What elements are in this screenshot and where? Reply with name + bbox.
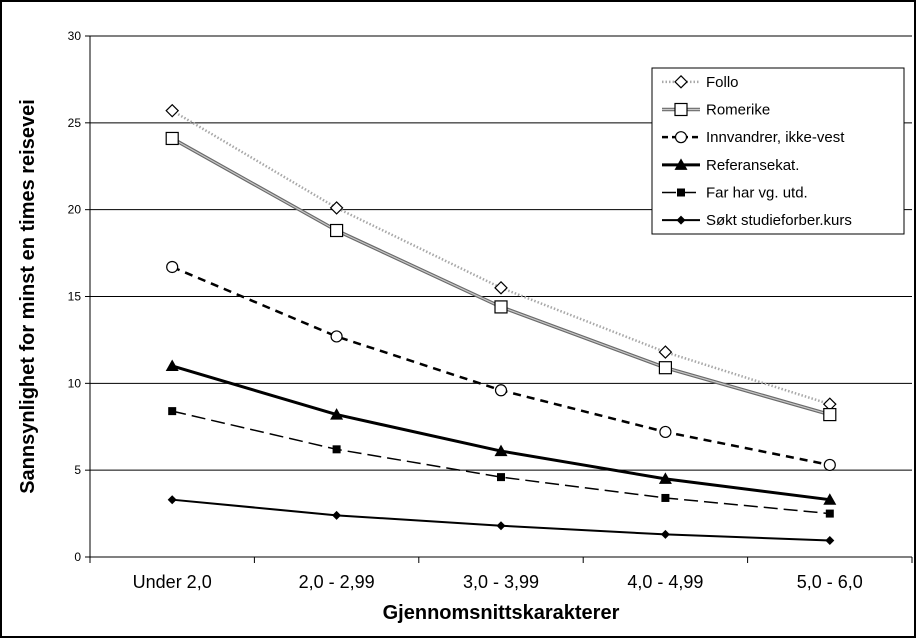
- x-tick-label: Under 2,0: [133, 572, 212, 592]
- series-4: [166, 359, 837, 504]
- x-tick-label: 4,0 - 4,99: [627, 572, 703, 592]
- legend-label: Innvandrer, ikke-vest: [706, 129, 845, 146]
- data-point: [661, 530, 670, 539]
- data-point: [333, 445, 341, 453]
- data-point: [331, 202, 343, 214]
- data-point: [496, 385, 507, 396]
- y-tick-label: 25: [68, 116, 82, 130]
- data-point: [661, 494, 669, 502]
- line-chart: 0 5 10 15 20 25 30 Under 2,0 2,0 - 2,99 3,0 - 3,9…: [2, 2, 914, 636]
- data-point: [824, 409, 836, 421]
- y-tick-label: 15: [68, 290, 82, 304]
- series-line: [172, 500, 830, 541]
- data-point: [168, 495, 177, 504]
- data-point: [166, 132, 178, 144]
- data-point: [826, 510, 834, 518]
- data-point: [659, 346, 671, 358]
- x-tick-label: 2,0 - 2,99: [299, 572, 375, 592]
- legend-box: [652, 68, 904, 234]
- series-line: [172, 411, 830, 513]
- x-tick-label: 3,0 - 3,99: [463, 572, 539, 592]
- data-point: [168, 407, 176, 415]
- series-5: [168, 407, 834, 517]
- data-point: [332, 511, 341, 520]
- y-tick-label: 30: [68, 29, 82, 43]
- data-point: [497, 473, 505, 481]
- data-point: [824, 459, 835, 470]
- legend-label: Follo: [706, 74, 739, 91]
- y-tick-label: 0: [74, 550, 81, 564]
- data-point: [495, 301, 507, 313]
- series-6: [168, 495, 835, 545]
- data-point: [166, 105, 178, 117]
- x-tick-label: 5,0 - 6,0: [797, 572, 863, 592]
- legend-label: Romerike: [706, 102, 770, 119]
- data-point: [331, 331, 342, 342]
- legend-label: Referansekat.: [706, 157, 799, 174]
- data-point: [659, 362, 671, 374]
- y-axis-title: Sannsynlighet for minst en times reiseve…: [17, 99, 39, 494]
- data-point: [660, 426, 671, 437]
- data-point: [495, 282, 507, 294]
- data-point: [677, 189, 685, 197]
- data-point: [676, 132, 687, 143]
- data-point: [675, 104, 687, 116]
- y-tick-label: 10: [68, 376, 82, 390]
- data-point: [166, 359, 179, 371]
- data-point: [331, 225, 343, 237]
- y-tick-label: 5: [74, 463, 81, 477]
- legend-label: Far har vg. utd.: [706, 185, 808, 202]
- y-tick-label: 20: [68, 203, 82, 217]
- data-point: [825, 536, 834, 545]
- data-point: [167, 261, 178, 272]
- x-axis-title: Gjennomsnittskarakterer: [383, 602, 620, 624]
- legend-item: Romerike: [662, 102, 770, 119]
- legend-label: Søkt studieforber.kurs: [706, 212, 852, 229]
- data-point: [497, 521, 506, 530]
- legend: Follo Romerike Innvandrer, ikke-vest Refera…: [652, 68, 904, 234]
